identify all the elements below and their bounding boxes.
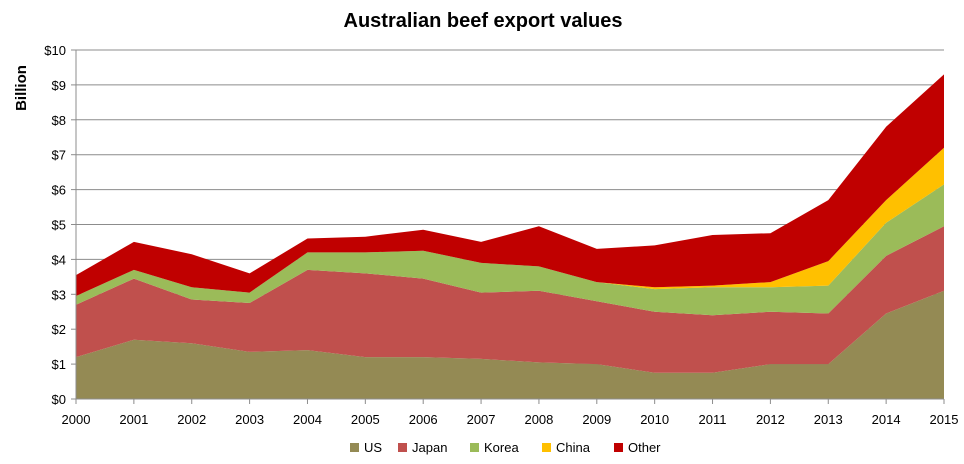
y-tick-label: $5 xyxy=(52,218,66,233)
x-tick-label: 2002 xyxy=(177,412,206,427)
x-tick-label: 2009 xyxy=(582,412,611,427)
x-tick-label: 2004 xyxy=(293,412,322,427)
legend-swatch-us xyxy=(350,443,359,452)
legend-label-other: Other xyxy=(628,440,661,455)
x-tick-label: 2006 xyxy=(409,412,438,427)
y-tick-label: $0 xyxy=(52,392,66,407)
y-axis-label: Billion xyxy=(13,65,30,111)
area-us xyxy=(76,290,944,399)
y-tick-label: $2 xyxy=(52,322,66,337)
legend-label-korea: Korea xyxy=(484,440,519,455)
area-other xyxy=(76,74,944,297)
legend-swatch-japan xyxy=(398,443,407,452)
legend-swatch-china xyxy=(542,443,551,452)
y-tick-label: $6 xyxy=(52,183,66,198)
y-tick-label: $1 xyxy=(52,357,66,372)
legend: US Japan Korea China Other xyxy=(350,440,661,455)
y-tick-label: $8 xyxy=(52,113,66,128)
x-tick-label: 2008 xyxy=(524,412,553,427)
y-tick-label: $9 xyxy=(52,78,66,93)
x-tick-label: 2003 xyxy=(235,412,264,427)
legend-swatch-korea xyxy=(470,443,479,452)
area-series xyxy=(76,74,944,399)
y-tick-labels: $0 $1 $2 $3 $4 $5 $6 $7 $8 $9 $10 xyxy=(44,43,66,407)
axes xyxy=(71,49,945,404)
y-tick-label: $10 xyxy=(44,43,66,58)
chart-title: Australian beef export values xyxy=(344,10,623,32)
x-tick-label: 2012 xyxy=(756,412,785,427)
area-japan xyxy=(76,226,944,373)
x-tick-label: 2005 xyxy=(351,412,380,427)
y-tick-label: $3 xyxy=(52,287,66,302)
x-tick-label: 2011 xyxy=(699,412,727,427)
x-tick-label: 2001 xyxy=(119,412,148,427)
area-korea xyxy=(76,184,944,316)
x-tick-label: 2000 xyxy=(62,412,91,427)
legend-label-japan: Japan xyxy=(412,440,447,455)
legend-label-us: US xyxy=(364,440,382,455)
legend-label-china: China xyxy=(556,440,591,455)
x-tick-label: 2015 xyxy=(930,412,959,427)
x-tick-label: 2007 xyxy=(467,412,496,427)
x-tick-labels: 2000 2001 2002 2003 2004 2005 2006 2007 2008 2009… xyxy=(62,412,959,427)
legend-swatch-other xyxy=(614,443,623,452)
y-tick-label: $7 xyxy=(52,148,66,163)
y-tick-label: $4 xyxy=(52,252,66,267)
x-tick-label: 2014 xyxy=(872,412,901,427)
x-tick-label: 2013 xyxy=(814,412,843,427)
x-tick-label: 2010 xyxy=(640,412,669,427)
